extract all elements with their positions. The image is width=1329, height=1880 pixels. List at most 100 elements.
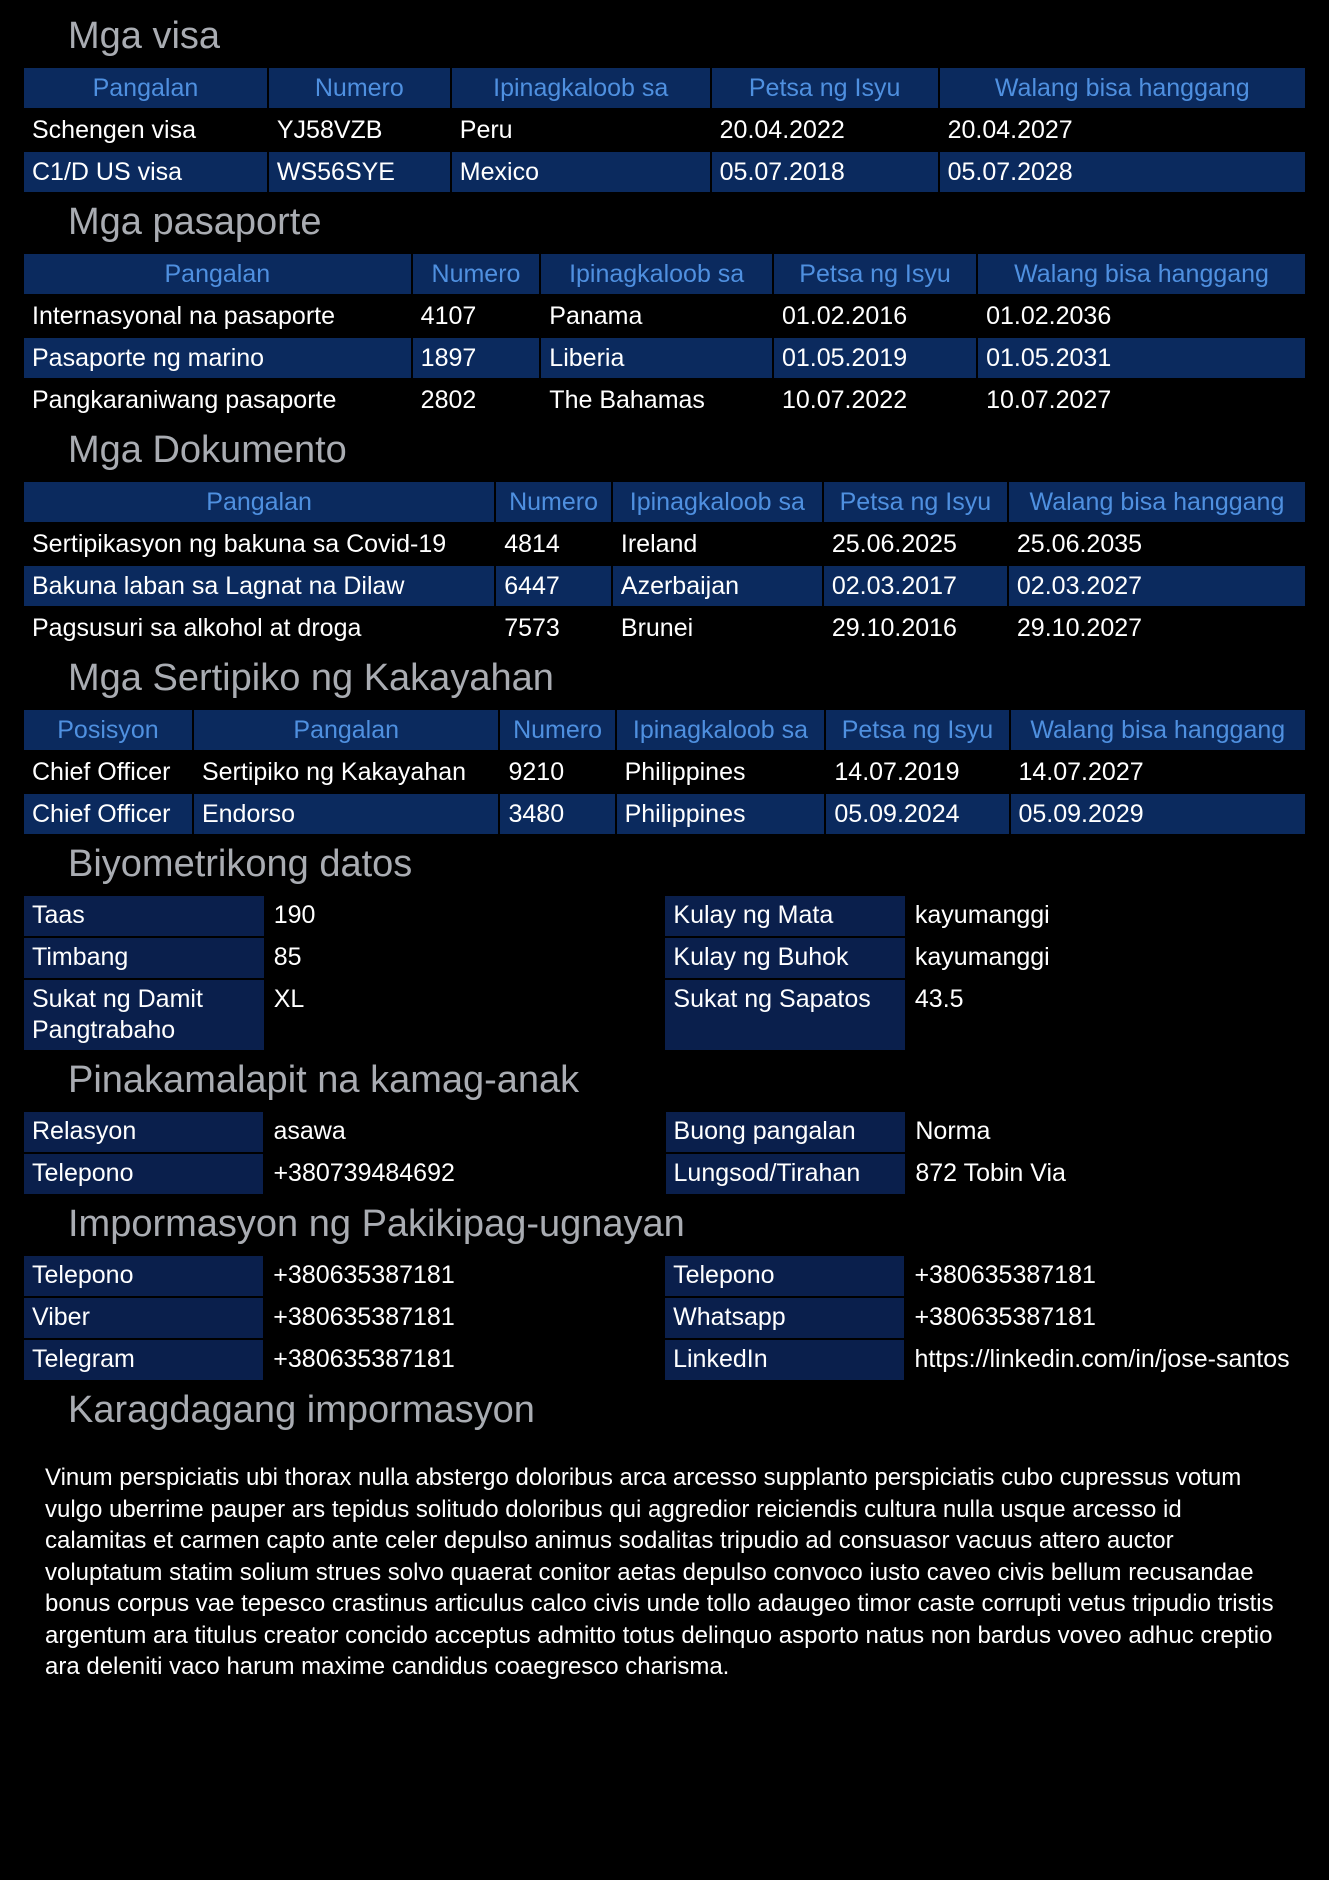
field-label: Timbang [24,938,264,978]
additional-heading: Karagdagang impormasyon [68,1389,535,1431]
table-cell: Philippines [624,757,746,786]
field-value: Norma [915,1117,991,1145]
table-cell: 02.03.2027 [1008,566,1305,606]
field-label: Lungsod/Tirahan [665,1154,906,1194]
table-cell: 4107 [420,301,477,330]
field-label: Telegram [24,1340,264,1380]
field-label: Viber [24,1298,264,1338]
certificates-heading: Mga Sertipiko ng Kakayahan [68,657,554,699]
certificates-table: Posisyon Pangalan Numero Ipinagkaloob sa Pet… [22,708,1307,836]
column-header: Ipinagkaloob sa [616,710,825,750]
field-label: Telepono [665,1256,905,1296]
documents-table: Pangalan Numero Ipinagkaloob sa Petsa ng Is… [22,480,1307,650]
column-header: Walang bisa hanggang [939,68,1305,108]
table-cell: 20.04.2022 [719,115,845,144]
field-value: https://linkedin.com/in/jose-santos [914,1345,1290,1373]
table-cell: 6447 [496,566,611,606]
column-header: Ipinagkaloob sa [612,482,822,522]
visa-table: Pangalan Numero Ipinagkaloob sa Petsa ng Is… [22,66,1307,194]
table-cell: Ireland [620,529,698,558]
table-cell: 20.04.2027 [947,115,1073,144]
field-value: kayumanggi [914,943,1050,971]
field-value: 190 [273,901,316,929]
table-cell: 2802 [420,385,477,414]
field-value: +380635387181 [273,1261,455,1289]
table-row: Bakuna laban sa Lagnat na Dilaw 6447 Azerb… [24,566,1305,606]
table-cell: 25.06.2035 [1016,529,1143,558]
column-header: Numero [268,68,450,108]
table-row: Sertipikasyon ng bakuna sa Covid-19 4814 I… [24,524,1305,564]
field-value: 85 [273,943,302,971]
column-header: Petsa ng Isyu [773,254,977,294]
column-header: Posisyon [24,710,192,750]
table-cell: WS56SYE [268,152,450,192]
column-header: Pangalan [24,482,495,522]
table-cell: Pagsusuri sa alkohol at droga [32,613,362,642]
table-cell: Sertipikasyon ng bakuna sa Covid-19 [32,529,447,558]
field-label: LinkedIn [665,1340,905,1380]
field-value: 43.5 [914,985,964,1013]
table-cell: 14.07.2019 [834,757,960,786]
field-label: Sukat ng Sapatos [665,980,905,1050]
column-header: Walang bisa hanggang [978,254,1305,294]
table-cell: Chief Officer [24,794,192,834]
field-value: +380635387181 [914,1303,1096,1331]
column-header: Walang bisa hanggang [1010,710,1305,750]
field-label: Telepono [24,1256,264,1296]
table-cell: 05.09.2024 [826,794,1009,834]
table-cell: 05.09.2029 [1010,794,1305,834]
table-cell: 9210 [508,757,565,786]
column-header: Pangalan [193,710,499,750]
field-label: Kulay ng Buhok [665,938,905,978]
column-header: Pangalan [24,254,411,294]
table-cell: 01.02.2016 [781,301,908,330]
field-value: +380635387181 [914,1261,1096,1289]
additional-text: Vinum perspiciatis ubi thorax nulla abst… [45,1464,1274,1680]
table-row: Pangkaraniwang pasaporte 2802 The Bahamas 1… [24,380,1305,420]
kv-row: Viber +380635387181 Whatsapp +380635387181 [24,1298,1305,1338]
profile-page: Mga visa Pangalan Numero Ipinagkaloob sa Pet… [22,15,1307,1680]
table-cell: Pasaporte ng marino [24,338,411,378]
field-label: Sukat ng Damit Pangtrabaho [24,980,264,1050]
field-label: Telepono [24,1154,264,1194]
contact-heading: Impormasyon ng Pakikipag-ugnayan [68,1203,685,1245]
kv-row: Timbang 85 Kulay ng Buhok kayumanggi [24,938,1305,978]
table-cell: Philippines [616,794,825,834]
table-cell: 10.07.2027 [986,385,1112,414]
documents-heading: Mga Dokumento [68,429,347,471]
table-cell: Sertipiko ng Kakayahan [201,757,467,786]
table-cell: Azerbaijan [612,566,822,606]
contact-table: Telepono +380635387181 Telepono +3806353871… [22,1254,1307,1382]
table-cell: 02.03.2017 [823,566,1007,606]
table-header-row: Posisyon Pangalan Numero Ipinagkaloob sa Pet… [24,710,1305,750]
table-cell: 3480 [500,794,615,834]
table-cell: 10.07.2022 [781,385,908,414]
table-cell: Mexico [451,152,710,192]
kin-heading: Pinakamalapit na kamag-anak [68,1059,580,1101]
column-header: Petsa ng Isyu [823,482,1007,522]
table-cell: 25.06.2025 [831,529,957,558]
table-cell: Brunei [620,613,694,642]
field-label: Relasyon [24,1112,264,1152]
table-cell: Endorso [193,794,499,834]
kv-row: Relasyon asawa Buong pangalan Norma [24,1112,1305,1152]
table-row: Schengen visa YJ58VZB Peru 20.04.2022 20.04.… [24,110,1305,150]
table-cell: 7573 [504,613,560,642]
table-row: Chief Officer Sertipiko ng Kakayahan 9210 P… [24,752,1305,792]
field-label: Kulay ng Mata [665,896,905,936]
column-header: Numero [412,254,540,294]
table-header-row: Pangalan Numero Ipinagkaloob sa Petsa ng Is… [24,254,1305,294]
kv-row: Telepono +380635387181 Telepono +3806353871… [24,1256,1305,1296]
table-cell: 05.07.2028 [939,152,1305,192]
passports-heading: Mga pasaporte [68,201,322,243]
kv-row: Telepono +380739484692 Lungsod/Tirahan 872 … [24,1154,1305,1194]
field-label: Buong pangalan [665,1112,906,1152]
field-value: +380635387181 [273,1345,455,1373]
column-header: Pangalan [24,68,267,108]
field-value: +380635387181 [273,1303,455,1331]
table-row: Chief Officer Endorso 3480 Philippines 05.09… [24,794,1305,834]
field-value: 872 Tobin Via [915,1159,1066,1187]
table-cell: 14.07.2027 [1018,757,1144,786]
table-cell: 1897 [412,338,540,378]
visa-heading: Mga visa [68,15,221,57]
